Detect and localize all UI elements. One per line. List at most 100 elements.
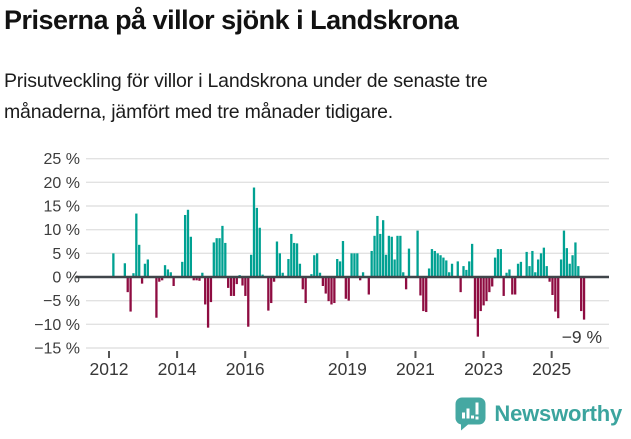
x-tick-label: 2012 bbox=[90, 359, 129, 379]
negative-bar bbox=[473, 277, 477, 319]
positive-bar bbox=[416, 230, 419, 277]
positive-bar bbox=[436, 253, 439, 277]
page-title: Priserna på villor sjönk i Landskrona bbox=[4, 5, 459, 35]
negative-bar bbox=[425, 277, 428, 313]
y-tick-label: 10 % bbox=[44, 222, 80, 239]
positive-bar bbox=[571, 255, 574, 277]
negative-bar bbox=[161, 277, 164, 281]
positive-bar bbox=[493, 257, 497, 277]
x-tick-label: 2025 bbox=[532, 359, 571, 379]
newsworthy-logo[interactable]: Newsworthy bbox=[455, 397, 622, 431]
negative-bar bbox=[548, 277, 551, 282]
positive-bar bbox=[249, 254, 253, 277]
positive-bar bbox=[427, 268, 431, 277]
positive-bar bbox=[445, 260, 448, 277]
positive-bar bbox=[252, 187, 256, 277]
positive-bar bbox=[169, 272, 172, 277]
positive-bar bbox=[189, 236, 193, 277]
y-axis-labels: 25 % 20 % 15 % 10 % 5 % 0 % −5 % −10 % −15 % bbox=[34, 151, 80, 357]
negative-bar bbox=[247, 277, 250, 327]
positive-bar bbox=[379, 233, 382, 277]
negative-bar bbox=[229, 277, 233, 296]
positive-bar bbox=[430, 249, 434, 277]
subtitle-line-2: månaderna, jämfört med tre månader tidig… bbox=[4, 100, 393, 123]
positive-bar bbox=[534, 272, 537, 277]
positive-bar bbox=[146, 259, 149, 277]
positive-bar bbox=[212, 242, 215, 277]
positive-bar bbox=[505, 272, 508, 277]
positive-bar bbox=[290, 233, 293, 277]
positive-bar bbox=[407, 248, 411, 277]
negative-bar bbox=[204, 277, 207, 305]
chart-subtitle: Prisutveckling för villor i Landskrona u… bbox=[4, 66, 624, 128]
negative-bar bbox=[272, 277, 276, 282]
positive-bar bbox=[545, 266, 548, 277]
negative-bar bbox=[359, 277, 362, 281]
positive-bar bbox=[353, 253, 356, 277]
positive-bar bbox=[201, 272, 204, 277]
y-tick-label: 0 % bbox=[52, 270, 80, 287]
positive-bar bbox=[519, 261, 523, 277]
positive-bar bbox=[376, 215, 379, 277]
positive-bar bbox=[373, 235, 376, 277]
positive-bar bbox=[281, 272, 284, 277]
positive-bar bbox=[442, 257, 445, 277]
positive-bar bbox=[138, 244, 141, 277]
positive-bar bbox=[539, 253, 543, 277]
positive-bar bbox=[361, 272, 365, 277]
x-tick-label: 2019 bbox=[328, 359, 367, 379]
negative-bar bbox=[476, 277, 480, 337]
negative-bar bbox=[129, 277, 132, 312]
positive-bar bbox=[132, 273, 135, 277]
negative-bar bbox=[419, 277, 422, 296]
positive-bar bbox=[310, 274, 313, 277]
subtitle-line-1: Prisutveckling för villor i Landskrona u… bbox=[4, 70, 488, 92]
positive-bar bbox=[528, 266, 531, 277]
negative-bar bbox=[330, 277, 333, 305]
positive-bar bbox=[255, 207, 259, 277]
positive-bar bbox=[499, 249, 502, 277]
positive-bar bbox=[293, 242, 296, 277]
positive-bar bbox=[186, 209, 190, 277]
positive-bar bbox=[338, 261, 342, 277]
negative-bar bbox=[459, 277, 462, 293]
positive-bar bbox=[462, 266, 465, 277]
negative-bar bbox=[324, 277, 327, 294]
negative-bar bbox=[482, 277, 485, 306]
negative-bar bbox=[126, 277, 129, 293]
negative-bar bbox=[347, 277, 350, 301]
y-tick-label: 25 % bbox=[44, 151, 80, 168]
positive-bar bbox=[559, 259, 563, 277]
y-tick-label: −5 % bbox=[43, 293, 80, 310]
negative-bar bbox=[551, 277, 554, 295]
price-development-chart: 25 % 20 % 15 % 10 % 5 % 0 % −5 % −10 % −15 % 2012… bbox=[0, 138, 631, 390]
positive-bar bbox=[218, 238, 221, 277]
positive-bar bbox=[387, 235, 391, 277]
positive-bar bbox=[350, 253, 353, 277]
positive-bar bbox=[496, 249, 500, 277]
positive-bar bbox=[531, 250, 534, 277]
positive-bar bbox=[468, 261, 471, 277]
positive-bar bbox=[166, 269, 170, 277]
positive-bar bbox=[433, 250, 436, 277]
positive-bar bbox=[402, 272, 405, 277]
y-tick-label: 20 % bbox=[44, 175, 80, 192]
positive-bar bbox=[221, 225, 224, 277]
negative-bar bbox=[557, 277, 560, 319]
positive-bar bbox=[562, 230, 566, 277]
positive-bar bbox=[516, 263, 520, 277]
negative-bar bbox=[514, 277, 517, 295]
y-tick-label: 15 % bbox=[44, 198, 80, 215]
positive-bar bbox=[577, 266, 580, 277]
positive-bar bbox=[143, 263, 147, 277]
positive-bar bbox=[450, 263, 454, 277]
negative-bar bbox=[488, 277, 491, 293]
negative-bar bbox=[422, 277, 425, 312]
positive-bar bbox=[278, 253, 281, 277]
brand-name: Newsworthy bbox=[494, 401, 622, 426]
positive-bar bbox=[123, 263, 126, 277]
positive-bar bbox=[315, 253, 319, 277]
positive-bar bbox=[470, 243, 474, 277]
positive-bar bbox=[382, 220, 385, 277]
